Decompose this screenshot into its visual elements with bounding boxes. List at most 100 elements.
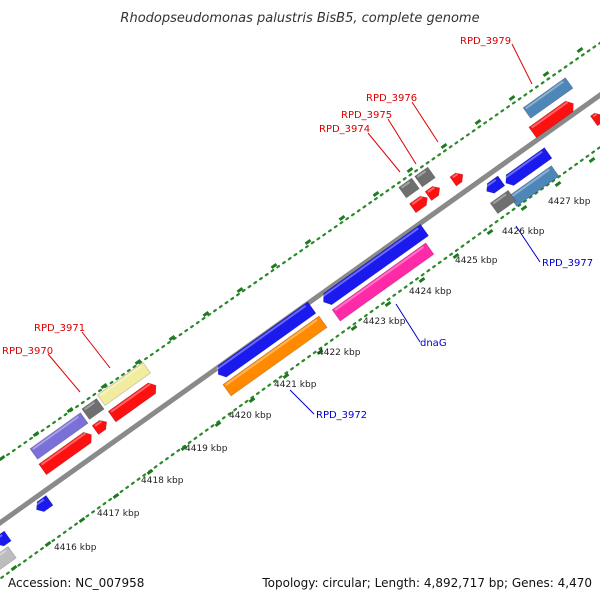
- tick-mark: [32, 430, 40, 438]
- gene-blue-arrow: [0, 530, 12, 547]
- leader-line: [411, 101, 439, 143]
- leader-line: [511, 43, 533, 85]
- gene-red-arrow: [107, 382, 157, 423]
- tick-mark: [418, 276, 426, 284]
- leader-line: [515, 225, 541, 263]
- gene-label-dnag: dnaG: [420, 338, 447, 349]
- leader-line: [47, 353, 81, 393]
- gene-label-rpd-3976: RPD_3976: [366, 93, 417, 104]
- tick-mark: [282, 372, 290, 380]
- tick-mark: [134, 358, 142, 366]
- scale-tick-label: 4420 kbp: [229, 411, 272, 421]
- gene-label-rpd-3974: RPD_3974: [319, 124, 370, 135]
- scale-tick-label: 4422 kbp: [318, 348, 361, 358]
- tick-mark: [304, 238, 312, 246]
- gene-rpd3974-box: [398, 177, 420, 199]
- tick-mark: [10, 564, 18, 572]
- gene-gray-box: [489, 189, 517, 215]
- outer-tick-track: [0, 41, 600, 462]
- tick-mark: [474, 118, 482, 126]
- gene-rpd3972-box: [222, 315, 328, 397]
- tick-mark: [520, 204, 528, 212]
- gene-red-arrow: [91, 420, 108, 435]
- gene-blue-arrow: [216, 301, 317, 378]
- tick-mark: [350, 324, 358, 332]
- gene-label-rpd-3971: RPD_3971: [34, 323, 85, 334]
- tick-mark: [508, 94, 516, 102]
- gene-red-arrow: [409, 195, 428, 214]
- gene-red-arrow: [590, 112, 600, 127]
- tick-mark: [236, 286, 244, 294]
- tick-mark: [44, 540, 52, 548]
- tick-mark: [542, 70, 550, 78]
- gene-rpd3979-box: [522, 77, 574, 119]
- tick-mark: [0, 454, 6, 462]
- tick-tracks: [0, 41, 600, 581]
- inner-tick-track: [0, 145, 600, 581]
- gene-label-rpd-3979: RPD_3979: [460, 36, 511, 47]
- gene-silver-box: [0, 546, 17, 570]
- gene-label-rpd-3975: RPD_3975: [341, 110, 392, 121]
- tick-mark: [554, 180, 562, 188]
- tick-mark: [338, 214, 346, 222]
- leader-line: [387, 118, 417, 165]
- scale-tick-label: 4416 kbp: [54, 543, 97, 553]
- gene-red-arrow: [449, 172, 464, 187]
- gene-red-arrow: [38, 431, 92, 476]
- gene-blue-arrow: [485, 175, 506, 194]
- gene-red-arrow: [424, 186, 441, 201]
- scale-labels: 4416 kbp 4417 kbp 4418 kbp 4419 kbp 4420 kbp…: [54, 197, 591, 553]
- tick-mark: [78, 516, 86, 524]
- tick-mark: [248, 396, 256, 404]
- tick-mark: [168, 334, 176, 342]
- tick-mark: [112, 492, 120, 500]
- label-leaders: [47, 43, 541, 415]
- leader-line: [395, 303, 421, 343]
- gene-dnag-box: [331, 242, 435, 322]
- gene-label-rpd-3977: RPD_3977: [542, 258, 593, 269]
- gene-blue-arrow: [504, 147, 553, 186]
- leader-line: [289, 389, 315, 415]
- tick-mark: [214, 420, 222, 428]
- gene-rpd3971-box: [97, 362, 151, 406]
- accession-label: Accession: NC_007958: [8, 576, 144, 590]
- gene-label-rpd-3972: RPD_3972: [316, 410, 367, 421]
- gene-labels: RPD_3979 RPD_3976 RPD_3975 RPD_3974 RPD_3971…: [2, 36, 593, 421]
- gene-lavender-box: [29, 412, 89, 460]
- gene-blue-arrow: [35, 495, 54, 512]
- tick-mark: [440, 142, 448, 150]
- tick-mark: [576, 46, 584, 54]
- tick-mark: [384, 300, 392, 308]
- scale-tick-label: 4427 kbp: [548, 197, 591, 207]
- tick-mark: [270, 262, 278, 270]
- gene-rpd3975-box: [414, 166, 436, 188]
- tick-mark: [316, 348, 324, 356]
- gene-label-rpd-3970: RPD_3970: [2, 346, 53, 357]
- scale-tick-label: 4418 kbp: [141, 476, 184, 486]
- leader-line: [81, 331, 111, 369]
- tick-mark: [180, 444, 188, 452]
- scale-tick-label: 4424 kbp: [409, 287, 452, 297]
- tick-mark: [452, 252, 460, 260]
- tick-mark: [202, 310, 210, 318]
- scale-tick-label: 4417 kbp: [97, 509, 140, 519]
- tick-mark: [406, 166, 414, 174]
- tick-mark: [486, 228, 494, 236]
- gene-red-arrow: [528, 100, 574, 139]
- gene-rpd3970-box: [81, 398, 105, 420]
- gene-blue-arrow: [321, 223, 429, 306]
- scale-tick-label: 4421 kbp: [274, 380, 317, 390]
- tick-mark: [588, 156, 596, 164]
- scale-tick-label: 4423 kbp: [363, 317, 406, 327]
- tick-mark: [100, 382, 108, 390]
- tick-mark: [372, 190, 380, 198]
- tick-mark: [146, 468, 154, 476]
- genome-summary: Topology: circular; Length: 4,892,717 bp…: [261, 576, 592, 590]
- scale-tick-label: 4426 kbp: [502, 227, 545, 237]
- map-title: Rhodopseudomonas palustris BisB5, comple…: [120, 11, 479, 26]
- tick-mark: [66, 406, 74, 414]
- leader-line: [367, 132, 401, 173]
- gene-features: [0, 77, 600, 570]
- scale-tick-label: 4425 kbp: [455, 256, 498, 266]
